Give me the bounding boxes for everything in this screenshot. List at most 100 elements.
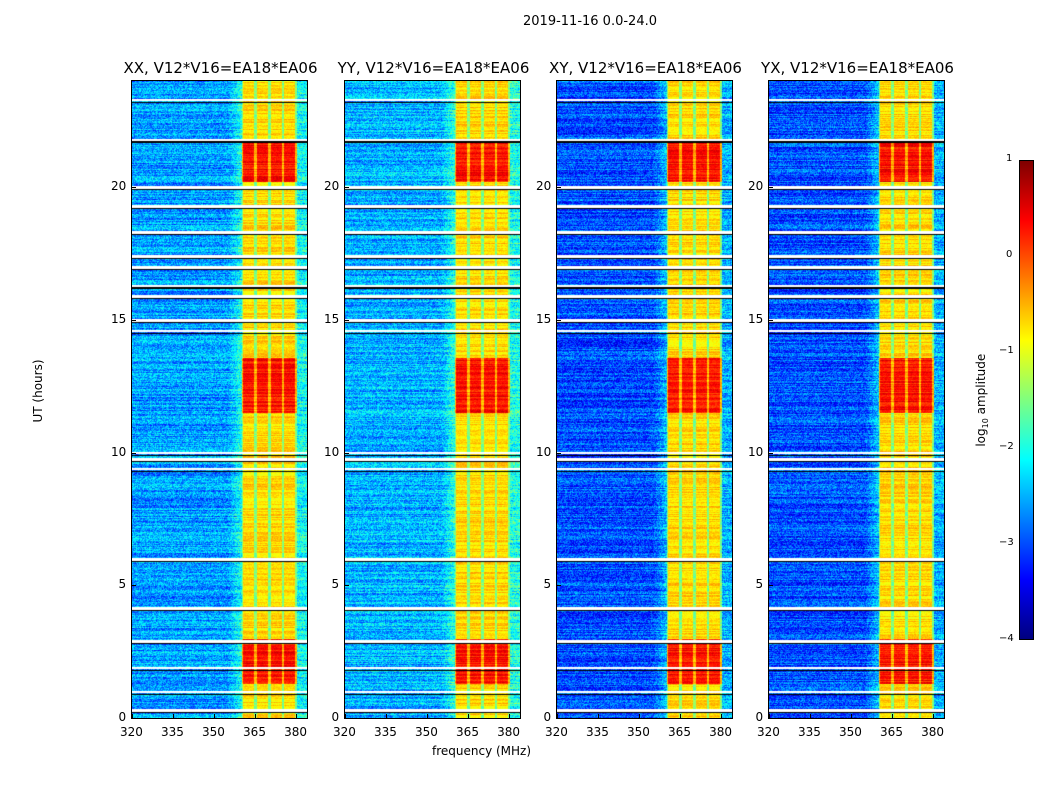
y-tick-label: 5 <box>755 577 764 592</box>
y-tick-label: 20 <box>748 179 764 194</box>
heatmap-image <box>345 81 520 718</box>
x-tick <box>173 714 175 718</box>
x-tick <box>214 714 216 718</box>
x-tick <box>810 714 812 718</box>
y-tick <box>557 452 561 454</box>
x-tick-label: 335 <box>161 725 184 739</box>
y-tick-label: 5 <box>118 577 127 592</box>
x-tick <box>509 714 511 718</box>
x-tick <box>639 714 641 718</box>
x-tick <box>598 714 600 718</box>
x-tick-label: 380 <box>497 725 520 739</box>
y-tick-label: 20 <box>324 179 340 194</box>
heatmap-image <box>557 81 732 718</box>
colorbar-tick-label: −2 <box>999 441 1014 452</box>
x-tick-label: 380 <box>284 725 307 739</box>
heatmap-panel: YY, V12*V16=EA18*EA06 <box>338 59 529 719</box>
heatmap-panel: YX, V12*V16=EA18*EA06 <box>761 59 954 719</box>
colorbar-tick-label: 1 <box>1006 153 1013 164</box>
x-tick <box>255 714 257 718</box>
y-tick <box>345 718 349 719</box>
x-tick-label: 320 <box>120 725 143 739</box>
heatmap-image <box>769 81 944 718</box>
x-tick <box>769 714 770 718</box>
x-tick-label: 365 <box>456 725 479 739</box>
colorbar-tick-label: 0 <box>1006 249 1013 260</box>
x-tick-label: 350 <box>202 725 225 739</box>
x-tick-label: 380 <box>709 725 732 739</box>
colorbar-tick-label: −3 <box>999 537 1014 548</box>
x-axis-label: frequency (MHz) <box>432 744 532 758</box>
x-tick-label: 350 <box>627 725 650 739</box>
x-tick <box>851 714 853 718</box>
x-tick-label: 320 <box>333 725 356 739</box>
y-tick-label: 0 <box>331 710 340 724</box>
x-tick-label: 365 <box>668 725 691 739</box>
colorbar-label-main: log <box>973 428 988 447</box>
y-tick-label: 5 <box>331 577 340 592</box>
y-tick <box>769 585 773 587</box>
y-tick <box>132 718 136 719</box>
x-tick-label: 335 <box>374 725 397 739</box>
y-tick <box>769 319 773 321</box>
y-tick <box>345 187 349 189</box>
y-tick-label: 15 <box>324 311 340 326</box>
x-tick <box>468 714 470 718</box>
y-tick <box>345 319 349 321</box>
x-tick-label: 350 <box>839 725 862 739</box>
y-tick-label: 10 <box>324 444 340 459</box>
y-tick-label: 0 <box>543 710 552 724</box>
y-tick <box>769 187 773 189</box>
y-tick-label: 10 <box>536 444 552 459</box>
y-tick <box>769 718 773 719</box>
colorbar-label-sub: 10 <box>981 418 991 429</box>
y-tick-label: 10 <box>748 444 764 459</box>
y-tick <box>557 319 561 321</box>
colorbar <box>1019 160 1034 640</box>
y-tick-label: 0 <box>755 710 764 724</box>
x-tick <box>132 714 133 718</box>
y-tick <box>132 187 136 189</box>
heatmap-image <box>132 81 307 718</box>
x-tick <box>557 714 558 718</box>
x-tick <box>345 714 346 718</box>
x-tick <box>680 714 682 718</box>
y-tick <box>345 452 349 454</box>
x-tick-label: 365 <box>880 725 903 739</box>
x-tick <box>386 714 388 718</box>
y-tick-label: 20 <box>111 179 127 194</box>
y-tick <box>769 452 773 454</box>
y-tick-label: 15 <box>748 311 764 326</box>
y-tick <box>557 718 561 719</box>
y-tick <box>557 187 561 189</box>
y-axis-label: UT (hours) <box>31 359 45 423</box>
x-tick-label: 320 <box>545 725 568 739</box>
panel-title: XY, V12*V16=EA18*EA06 <box>549 59 742 77</box>
panel-title: YY, V12*V16=EA18*EA06 <box>337 59 530 77</box>
x-tick <box>427 714 429 718</box>
y-tick <box>132 452 136 454</box>
x-tick <box>296 714 298 718</box>
heatmap-panel: XX, V12*V16=EA18*EA06 <box>123 59 318 719</box>
x-tick <box>721 714 723 718</box>
y-tick-label: 0 <box>118 710 127 724</box>
panel-title: XX, V12*V16=EA18*EA06 <box>123 59 318 77</box>
x-tick-label: 380 <box>921 725 944 739</box>
x-tick <box>933 714 935 718</box>
y-tick-label: 10 <box>111 444 127 459</box>
x-tick-label: 335 <box>586 725 609 739</box>
y-tick-label: 20 <box>536 179 552 194</box>
x-tick <box>892 714 894 718</box>
y-tick <box>132 319 136 321</box>
figure-title: 2019-11-16 0.0-24.0 <box>523 14 657 29</box>
y-tick <box>557 585 561 587</box>
y-tick <box>132 585 136 587</box>
heatmap-panel: XY, V12*V16=EA18*EA06 <box>549 59 742 719</box>
y-tick <box>345 585 349 587</box>
y-tick-label: 15 <box>536 311 552 326</box>
colorbar-tick-label: −1 <box>999 345 1014 356</box>
y-tick-label: 15 <box>111 311 127 326</box>
x-tick-label: 320 <box>757 725 780 739</box>
colorbar-label-rest: amplitude <box>973 353 988 419</box>
